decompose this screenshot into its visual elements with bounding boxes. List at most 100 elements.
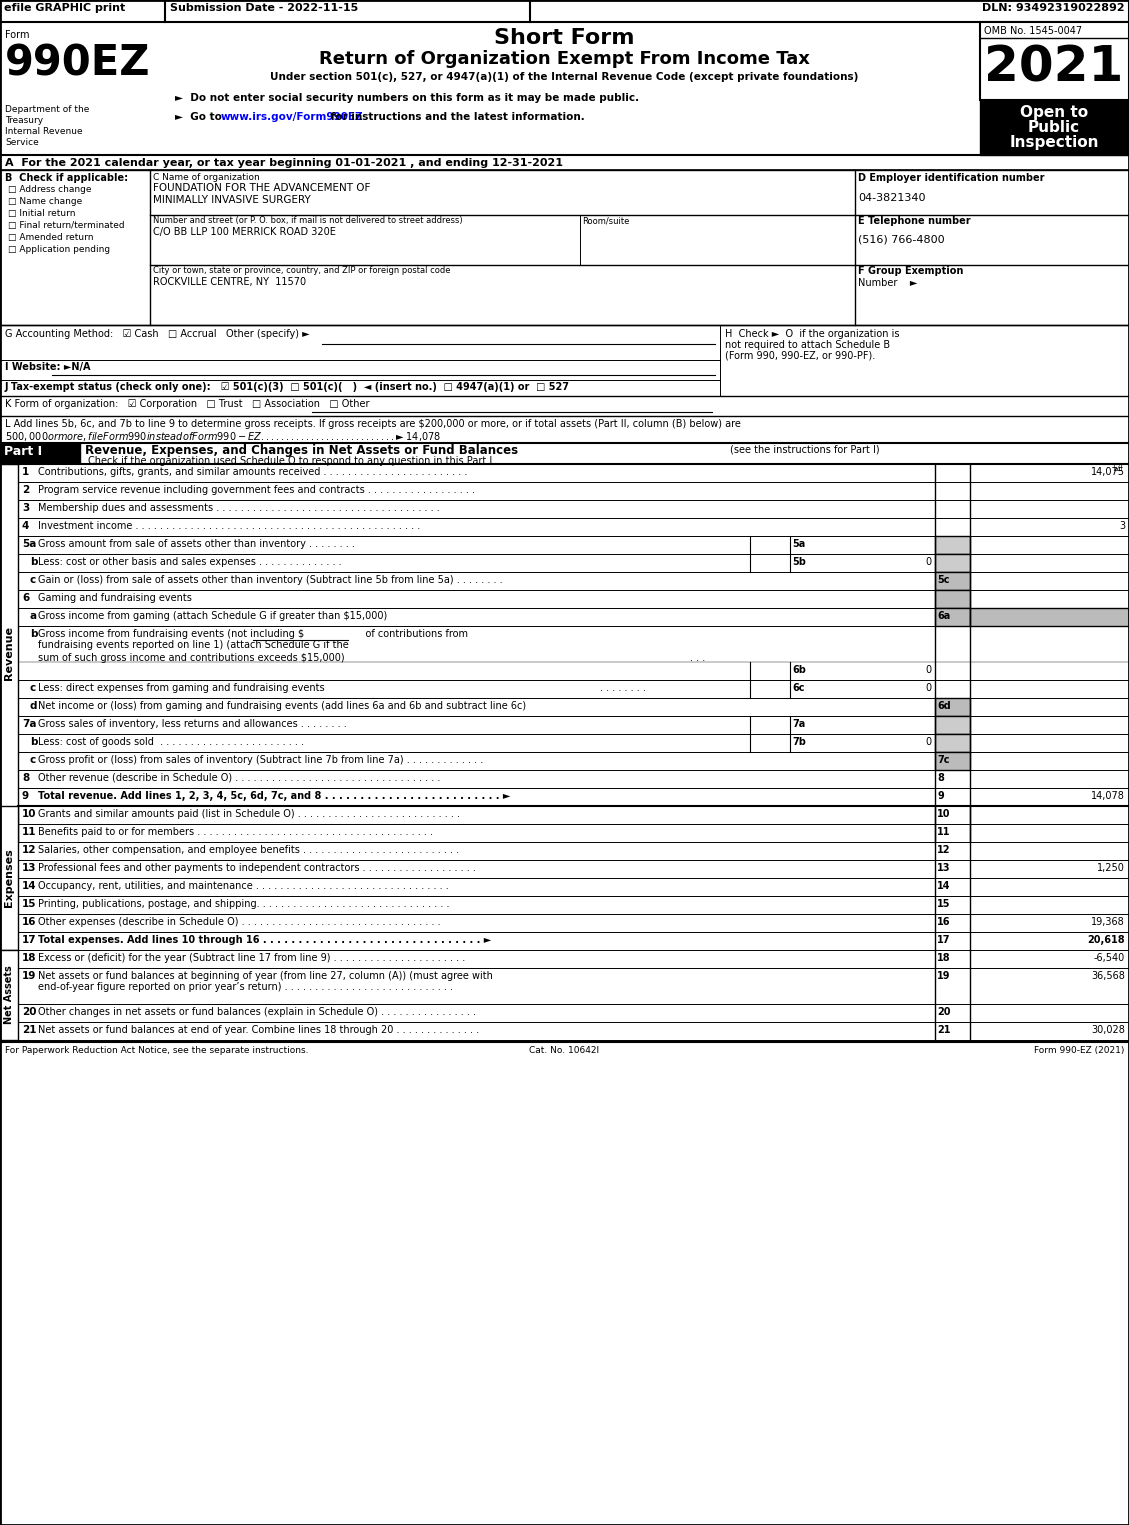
Text: Under section 501(c), 527, or 4947(a)(1) of the Internal Revenue Code (except pr: Under section 501(c), 527, or 4947(a)(1)… [270,72,858,82]
Text: ►  Do not enter social security numbers on this form as it may be made public.: ► Do not enter social security numbers o… [175,93,639,104]
Text: d: d [30,702,37,711]
Text: Part I: Part I [5,445,42,457]
Text: Form 990-EZ (2021): Form 990-EZ (2021) [1034,1046,1124,1055]
Text: □ Address change: □ Address change [8,185,91,194]
Text: a: a [30,612,37,621]
Text: ►  Go to: ► Go to [175,111,226,122]
Text: 20: 20 [21,1006,36,1017]
Text: c: c [30,575,36,586]
Text: 9: 9 [21,791,29,801]
Text: Room/suite: Room/suite [583,217,629,226]
Text: 18: 18 [21,953,36,962]
Text: 19: 19 [21,971,36,981]
Text: . . .: . . . [690,653,706,663]
Text: Inspection: Inspection [1009,136,1099,149]
Text: 7c: 7c [937,755,949,766]
Text: FOUNDATION FOR THE ADVANCEMENT OF: FOUNDATION FOR THE ADVANCEMENT OF [154,183,370,194]
Text: 14: 14 [937,881,951,891]
Text: Membership dues and assessments . . . . . . . . . . . . . . . . . . . . . . . . : Membership dues and assessments . . . . … [38,503,440,512]
Text: end-of-year figure reported on prior year’s return) . . . . . . . . . . . . . . : end-of-year figure reported on prior yea… [38,982,453,991]
Text: 15: 15 [937,900,951,909]
Text: Internal Revenue: Internal Revenue [5,127,82,136]
Text: 19,368: 19,368 [1092,917,1124,927]
Text: 6: 6 [21,593,29,602]
Text: Gross profit or (loss) from sales of inventory (Subtract line 7b from line 7a) .: Gross profit or (loss) from sales of inv… [38,755,483,766]
Text: 16: 16 [21,917,36,927]
Text: 0: 0 [925,557,931,567]
Text: 8: 8 [937,773,944,782]
Text: Benefits paid to or for members . . . . . . . . . . . . . . . . . . . . . . . . : Benefits paid to or for members . . . . … [38,827,434,837]
Text: Less: cost of goods sold  . . . . . . . . . . . . . . . . . . . . . . . .: Less: cost of goods sold . . . . . . . .… [38,737,304,747]
Text: L Add lines 5b, 6c, and 7b to line 9 to determine gross receipts. If gross recei: L Add lines 5b, 6c, and 7b to line 9 to … [5,419,741,429]
Text: Other expenses (describe in Schedule O) . . . . . . . . . . . . . . . . . . . . : Other expenses (describe in Schedule O) … [38,917,440,927]
Text: 15: 15 [21,900,36,909]
Bar [935,734,970,752]
Text: □ Name change: □ Name change [8,197,82,206]
Text: Gaming and fundraising events: Gaming and fundraising events [38,593,192,602]
Bar [935,572,970,590]
Text: Less: cost or other basis and sales expenses . . . . . . . . . . . . . .: Less: cost or other basis and sales expe… [38,557,342,567]
Text: A  For the 2021 calendar year, or tax year beginning 01-01-2021 , and ending 12-: A For the 2021 calendar year, or tax yea… [5,159,563,168]
Text: 12: 12 [21,845,36,856]
Text: www.irs.gov/Form990EZ: www.irs.gov/Form990EZ [221,111,364,122]
Text: Expenses: Expenses [5,848,14,907]
Text: Net assets or fund balances at end of year. Combine lines 18 through 20 . . . . : Net assets or fund balances at end of ye… [38,1025,479,1035]
Bar [980,101,1129,156]
Text: Investment income . . . . . . . . . . . . . . . . . . . . . . . . . . . . . . . : Investment income . . . . . . . . . . . … [38,522,420,531]
Text: 16: 16 [937,917,951,927]
Bar [0,464,18,842]
Text: 5b: 5b [793,557,806,567]
Text: ROCKVILLE CENTRE, NY  11570: ROCKVILLE CENTRE, NY 11570 [154,278,306,287]
Text: Net income or (loss) from gaming and fundraising events (add lines 6a and 6b and: Net income or (loss) from gaming and fun… [38,702,526,711]
Text: 11: 11 [937,827,951,837]
Text: 2021: 2021 [984,44,1123,92]
Text: $500,000 or more, file Form 990 instead of Form 990-EZ . . . . . . . . . . . . .: $500,000 or more, file Form 990 instead … [5,430,441,442]
Text: Program service revenue including government fees and contracts . . . . . . . . : Program service revenue including govern… [38,485,475,496]
Text: b: b [30,557,37,567]
Text: b: b [30,737,37,747]
Text: Revenue: Revenue [5,625,14,680]
Text: G Accounting Method:   ☑ Cash   □ Accrual   Other (specify) ►: G Accounting Method: ☑ Cash □ Accrual Ot… [5,329,309,339]
Text: Net Assets: Net Assets [5,965,14,1025]
Text: 2: 2 [21,485,29,496]
Text: not required to attach Schedule B: not required to attach Schedule B [725,340,890,351]
Text: ☑: ☑ [1112,464,1122,473]
Text: E Telephone number: E Telephone number [858,217,971,226]
Bar [0,950,18,1040]
Text: MINIMALLY INVASIVE SURGERY: MINIMALLY INVASIVE SURGERY [154,195,310,204]
Text: 04-3821340: 04-3821340 [858,194,926,203]
Text: 5a: 5a [793,538,805,549]
Text: 18: 18 [937,953,951,962]
Text: 6b: 6b [793,665,806,676]
Text: 13: 13 [21,863,36,872]
Bar [935,608,970,625]
Text: 0: 0 [925,737,931,747]
Text: Excess or (deficit) for the year (Subtract line 17 from line 9) . . . . . . . . : Excess or (deficit) for the year (Subtra… [38,953,465,962]
Text: For Paperwork Reduction Act Notice, see the separate instructions.: For Paperwork Reduction Act Notice, see … [5,1046,308,1055]
Text: H  Check ►  O  if the organization is: H Check ► O if the organization is [725,329,902,339]
Text: 0: 0 [925,683,931,692]
Text: 14,075: 14,075 [1091,467,1124,477]
Text: c: c [30,683,36,692]
Bar [935,717,970,734]
Text: 13: 13 [937,863,951,872]
Text: F Group Exemption: F Group Exemption [858,265,963,276]
Text: Printing, publications, postage, and shipping. . . . . . . . . . . . . . . . . .: Printing, publications, postage, and shi… [38,900,449,909]
Text: Number and street (or P. O. box, if mail is not delivered to street address): Number and street (or P. O. box, if mail… [154,217,463,226]
Text: Other changes in net assets or fund balances (explain in Schedule O) . . . . . .: Other changes in net assets or fund bala… [38,1006,476,1017]
Text: 1: 1 [21,467,29,477]
Text: 6a: 6a [937,612,951,621]
Text: 7b: 7b [793,737,806,747]
Text: (see the instructions for Part I): (see the instructions for Part I) [730,444,879,454]
Text: 7a: 7a [793,718,805,729]
Text: C Name of organization: C Name of organization [154,172,260,181]
Text: Gross sales of inventory, less returns and allowances . . . . . . . .: Gross sales of inventory, less returns a… [38,718,347,729]
Text: Public: Public [1027,120,1080,136]
Text: 21: 21 [21,1025,36,1035]
Text: 19: 19 [937,971,951,981]
Text: 8: 8 [21,773,29,782]
Text: 14,078: 14,078 [1091,791,1124,801]
Text: Submission Date - 2022-11-15: Submission Date - 2022-11-15 [170,3,358,14]
Text: Grants and similar amounts paid (list in Schedule O) . . . . . . . . . . . . . .: Grants and similar amounts paid (list in… [38,808,460,819]
Text: 14: 14 [21,881,36,891]
